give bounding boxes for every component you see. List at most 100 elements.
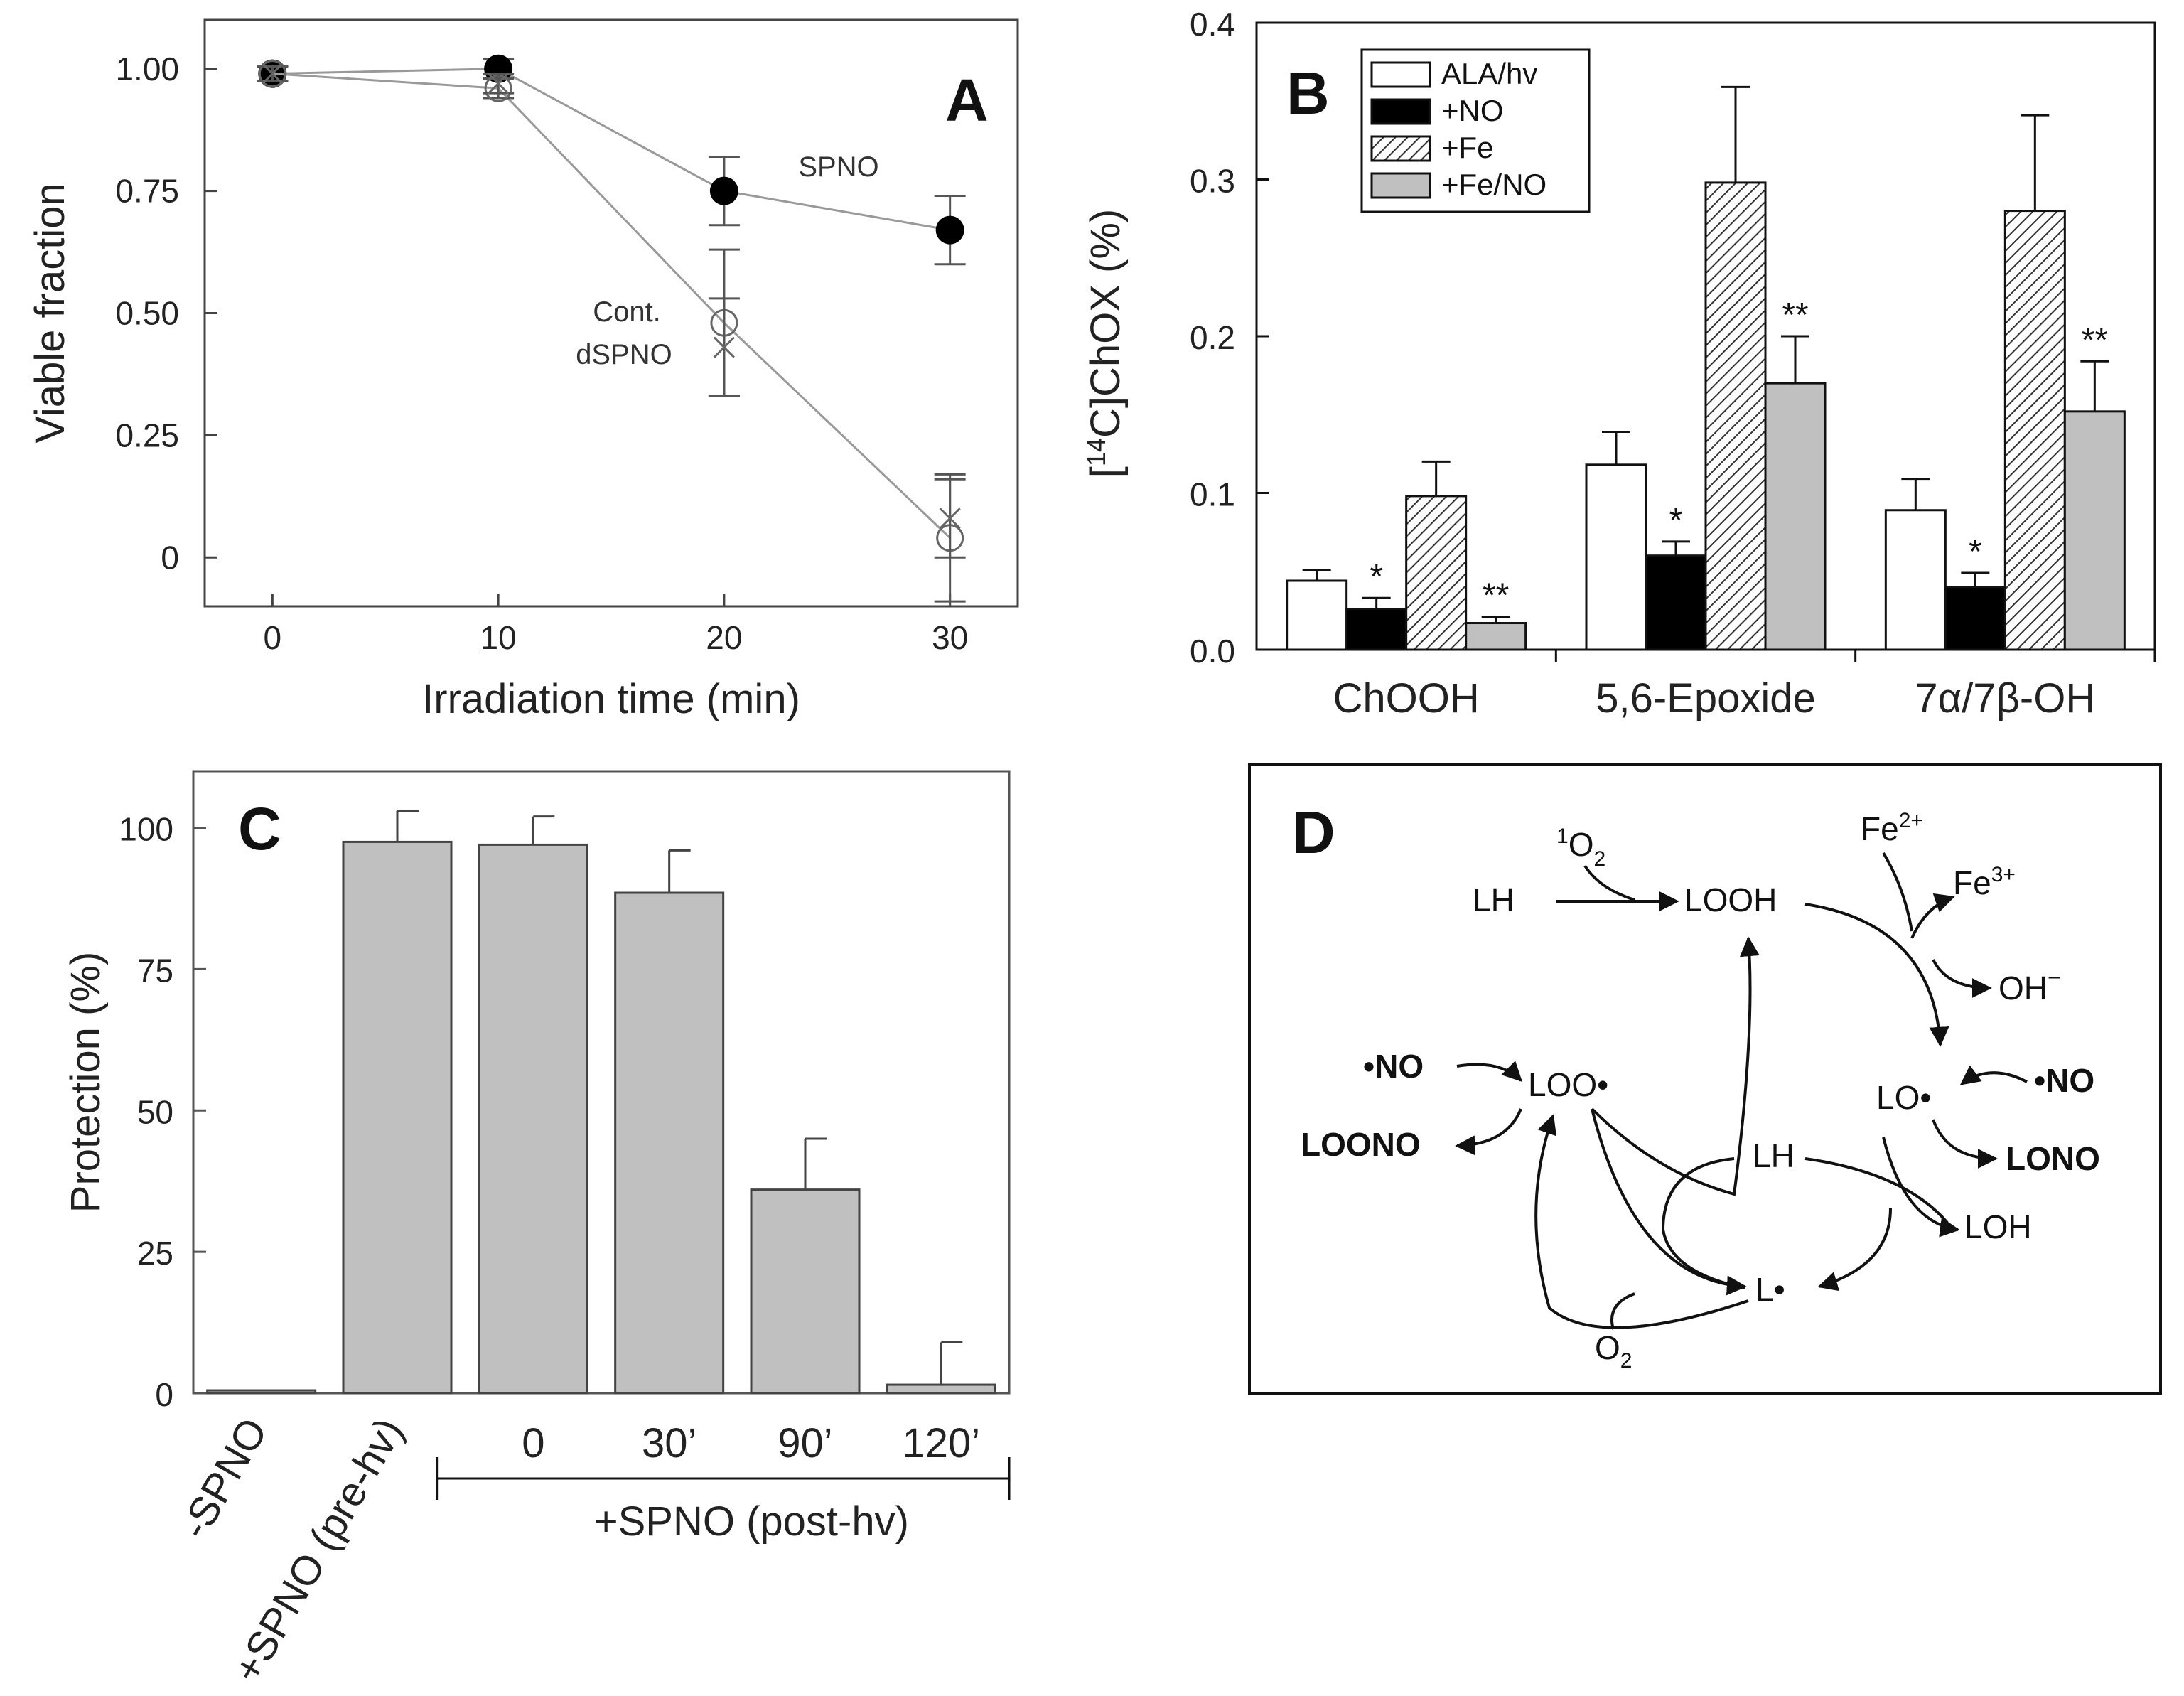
x-tick-label: -SPNO [171, 1410, 276, 1547]
legend-label: +NO [1441, 94, 1504, 127]
o2-text: O [1595, 1329, 1620, 1366]
x-axis-title: Irradiation time (min) [422, 676, 800, 722]
legend-label: +Fe [1441, 131, 1494, 164]
y-tick-label: 0.3 [1190, 163, 1235, 200]
significance-mark: ** [1782, 296, 1808, 334]
point-spno [935, 215, 964, 245]
y-tick-label: 0 [161, 539, 179, 576]
legend-label: +Fe/NO [1441, 168, 1546, 201]
arrow-singlet-in [1583, 864, 1635, 901]
y-tick-label: 75 [137, 952, 173, 989]
node-lono: LONO [2006, 1140, 2100, 1177]
legend-label: ALA/hv [1441, 57, 1537, 90]
legend-swatch [1370, 172, 1431, 199]
node-fe3: Fe3+ [1953, 863, 2016, 901]
bar-white [1884, 509, 1947, 651]
panel-a: 1.00 0.75 0.50 0.25 0 0 10 20 30 Irradiation time… [27, 18, 1019, 722]
panel-d: D LH 1O2 LOOH Fe2+ Fe3+ OH− •NO LOO• LOO… [1248, 763, 2162, 1395]
oh-sup: − [2048, 965, 2061, 990]
point-dspno [713, 336, 735, 358]
significance-mark: * [1370, 558, 1383, 596]
point-cont [258, 60, 286, 88]
arrow-fe2-in [1882, 852, 1913, 932]
series-line [272, 73, 951, 539]
label-dspno: dSPNO [576, 339, 672, 370]
point-dspno [939, 508, 961, 530]
node-fe2: Fe2+ [1861, 809, 1923, 847]
bar [614, 891, 725, 1395]
fe2-text: Fe [1861, 810, 1899, 847]
bar-black [1345, 608, 1408, 651]
arrow-no-right-in [1959, 1065, 2028, 1085]
arrow-lono-out [1932, 1119, 1998, 1169]
fe3-text: Fe [1953, 864, 1991, 901]
node-l-radical: L• [1755, 1271, 1785, 1308]
node-looh: LOOH [1684, 881, 1777, 918]
legend-swatch [1370, 98, 1431, 125]
x-tick-label: 10 [480, 619, 517, 656]
x-tick-label: 20 [706, 619, 742, 656]
significance-mark: * [1669, 502, 1683, 540]
node-lh-mid: LH [1753, 1137, 1795, 1174]
x-tick-label: 0 [264, 619, 282, 656]
y-tick-label: 1.00 [115, 50, 179, 87]
x-tick-label: 0 [522, 1420, 544, 1466]
bar-gray [1764, 382, 1827, 651]
bar [478, 843, 588, 1395]
bar-black [1944, 586, 2006, 651]
bar-hatch [2003, 210, 2066, 651]
y-axis-bracket: [ [1082, 466, 1129, 478]
arrow-lh-to-loh [1804, 1157, 1949, 1224]
x-tick-label: 7α/7β-OH [1915, 675, 2095, 721]
y-axis-bracket-close: C] [1082, 397, 1129, 438]
bar [342, 840, 453, 1395]
y-axis-title: [14C]ChOX (%) [1082, 209, 1129, 478]
point-dspno [262, 63, 284, 85]
bar [886, 1383, 996, 1395]
y-tick-label: 0.2 [1190, 319, 1235, 356]
series-line [272, 68, 950, 232]
panel-d-frame [1248, 763, 2162, 1395]
legend-swatch [1370, 61, 1431, 88]
no-right-dot: • [2034, 1062, 2045, 1099]
node-lh-top: LH [1473, 881, 1515, 918]
node-no-right: •NO [2034, 1062, 2094, 1099]
significance-mark: * [1969, 533, 1982, 571]
point-spno [709, 176, 738, 205]
node-loo: LOO• [1528, 1066, 1608, 1103]
bar-hatch [1704, 181, 1767, 651]
arrow-loo-to-looh [1591, 936, 1760, 1196]
arrow-looh-to-lo [1804, 903, 1949, 1047]
bar-black [1645, 554, 1707, 651]
y-tick-label: 25 [137, 1235, 173, 1272]
y-axis-title: Protection (%) [63, 952, 109, 1213]
arrow-l-to-loo [1534, 1114, 1749, 1329]
diagram-arrows [1455, 852, 2028, 1330]
bar-gray [1465, 622, 1527, 651]
significance-mark: ** [1483, 577, 1509, 615]
x-tick-label: 120’ [903, 1420, 981, 1466]
bar-gray [2063, 410, 2126, 651]
label-spno: SPNO [798, 151, 878, 183]
panel-a-letter: A [945, 67, 989, 134]
y-tick-label: 0.4 [1190, 6, 1235, 43]
x-tick-label: 5,6-Epoxide [1596, 675, 1816, 721]
bar-white [1286, 579, 1348, 651]
x-tick-label: ChOOH [1333, 675, 1480, 721]
group-label: +SPNO (post-hv) [594, 1498, 909, 1545]
arrow-loh-to-l [1817, 1208, 1892, 1292]
point-dspno [488, 73, 510, 95]
node-oxygen: O2 [1595, 1329, 1632, 1373]
singlet-sub: 2 [1593, 847, 1605, 871]
fe3-sup: 3+ [1991, 863, 2016, 886]
plot-frame [192, 770, 1011, 1395]
x-tick-label: 30’ [642, 1420, 696, 1466]
y-tick-label: 0 [155, 1376, 173, 1413]
oh-text: OH [1999, 970, 2048, 1007]
arrow-lo-to-loh [1882, 1137, 1960, 1238]
legend-swatch [1370, 135, 1431, 162]
label-cont: Cont. [593, 296, 661, 328]
